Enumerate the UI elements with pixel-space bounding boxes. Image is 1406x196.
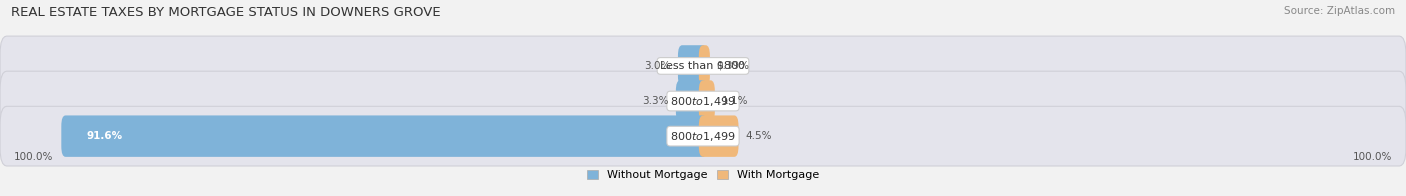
FancyBboxPatch shape xyxy=(699,115,738,157)
FancyBboxPatch shape xyxy=(62,115,707,157)
Text: 100.0%: 100.0% xyxy=(1353,152,1392,162)
FancyBboxPatch shape xyxy=(0,36,1406,96)
Text: $800 to $1,499: $800 to $1,499 xyxy=(671,94,735,108)
Text: 3.3%: 3.3% xyxy=(643,96,669,106)
Legend: Without Mortgage, With Mortgage: Without Mortgage, With Mortgage xyxy=(582,165,824,185)
FancyBboxPatch shape xyxy=(699,80,714,122)
FancyBboxPatch shape xyxy=(678,45,707,87)
FancyBboxPatch shape xyxy=(0,106,1406,166)
Text: 0.39%: 0.39% xyxy=(717,61,749,71)
Text: $800 to $1,499: $800 to $1,499 xyxy=(671,130,735,143)
Text: 4.5%: 4.5% xyxy=(745,131,772,141)
FancyBboxPatch shape xyxy=(699,45,710,87)
Text: 3.0%: 3.0% xyxy=(644,61,671,71)
FancyBboxPatch shape xyxy=(676,80,707,122)
FancyBboxPatch shape xyxy=(0,71,1406,131)
Text: REAL ESTATE TAXES BY MORTGAGE STATUS IN DOWNERS GROVE: REAL ESTATE TAXES BY MORTGAGE STATUS IN … xyxy=(11,6,441,19)
Text: 91.6%: 91.6% xyxy=(86,131,122,141)
Text: 100.0%: 100.0% xyxy=(14,152,53,162)
Text: Source: ZipAtlas.com: Source: ZipAtlas.com xyxy=(1284,6,1395,16)
Text: Less than $800: Less than $800 xyxy=(661,61,745,71)
Text: 1.1%: 1.1% xyxy=(721,96,748,106)
